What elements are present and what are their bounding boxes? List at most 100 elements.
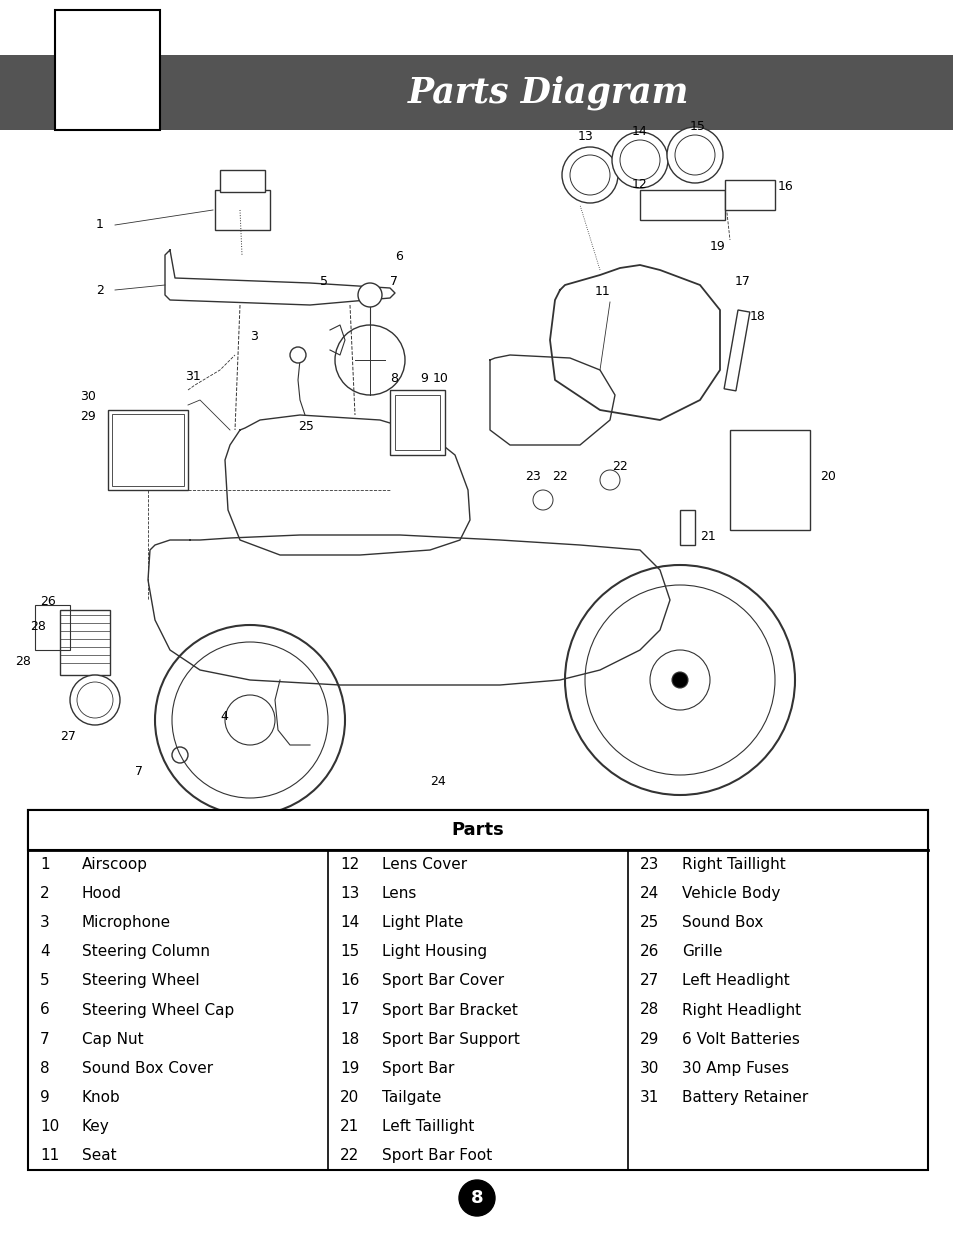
Text: Airscoop: Airscoop [82,857,148,872]
Text: 6 Volt Batteries: 6 Volt Batteries [681,1031,799,1046]
Text: 30: 30 [80,390,95,403]
Text: Tailgate: Tailgate [381,1089,441,1105]
Bar [220,170,265,191]
Bar [108,410,188,490]
Text: 19: 19 [339,1061,359,1076]
Circle shape [70,676,120,725]
Bar [28,810,927,850]
Text: 6: 6 [40,1003,50,1018]
Text: 28: 28 [15,655,30,668]
Text: 2: 2 [40,887,50,902]
Text: 8: 8 [470,1189,483,1207]
Text: 21: 21 [339,1119,359,1134]
Bar [214,190,270,230]
Circle shape [357,283,381,308]
Text: 7: 7 [390,275,397,288]
Text: 14: 14 [631,125,647,138]
Text: Hood: Hood [82,887,122,902]
Bar [35,605,70,650]
Text: 15: 15 [689,120,705,133]
Bar [639,190,724,220]
Text: 3: 3 [250,330,257,343]
Text: 9: 9 [40,1089,50,1105]
Text: Sport Bar Cover: Sport Bar Cover [381,973,503,988]
Text: Grille: Grille [681,945,721,960]
Text: 15: 15 [339,945,359,960]
Text: 6: 6 [395,249,402,263]
Text: 29: 29 [80,410,95,424]
Text: Lens: Lens [381,887,416,902]
Bar [390,390,444,454]
Bar [60,610,110,676]
Text: 8: 8 [40,1061,50,1076]
Bar [395,395,439,450]
Text: 26: 26 [639,945,659,960]
Bar [679,510,695,545]
Text: Light Housing: Light Housing [381,945,487,960]
Text: 11: 11 [595,285,610,298]
Text: 24: 24 [430,776,445,788]
Text: 10: 10 [40,1119,59,1134]
Circle shape [458,1179,495,1216]
Text: 17: 17 [734,275,750,288]
Text: 30 Amp Fuses: 30 Amp Fuses [681,1061,788,1076]
Text: 13: 13 [339,887,359,902]
Text: 21: 21 [700,530,715,543]
Text: 19: 19 [709,240,725,253]
Text: 9: 9 [419,372,428,385]
Text: 28: 28 [639,1003,659,1018]
Text: 8: 8 [390,372,397,385]
Circle shape [172,747,188,763]
Bar [724,180,774,210]
Circle shape [561,147,618,203]
Text: Sport Bar Support: Sport Bar Support [381,1031,519,1046]
Text: Sound Box: Sound Box [681,915,762,930]
Text: 10: 10 [433,372,449,385]
Text: Knob: Knob [82,1089,121,1105]
Circle shape [290,347,306,363]
Text: 25: 25 [297,420,314,433]
Text: Steering Wheel Cap: Steering Wheel Cap [82,1003,234,1018]
Circle shape [666,127,722,183]
Text: Steering Wheel: Steering Wheel [82,973,199,988]
Text: 31: 31 [185,370,200,383]
Text: Vehicle Body: Vehicle Body [681,887,780,902]
Text: Steering Column: Steering Column [82,945,210,960]
Text: 31: 31 [639,1089,659,1105]
Text: 14: 14 [339,915,359,930]
Text: 4: 4 [40,945,50,960]
Text: 22: 22 [612,459,627,473]
Text: 13: 13 [578,130,593,143]
Text: 12: 12 [631,178,647,191]
Bar [0,56,953,130]
Text: 23: 23 [524,471,540,483]
Text: 22: 22 [552,471,567,483]
Text: 27: 27 [639,973,659,988]
Text: 20: 20 [339,1089,359,1105]
Circle shape [671,672,687,688]
Text: Microphone: Microphone [82,915,171,930]
Text: 20: 20 [820,471,835,483]
Circle shape [612,132,667,188]
Text: 24: 24 [639,887,659,902]
Text: 3: 3 [40,915,50,930]
Bar [55,10,160,130]
Text: Parts Diagram: Parts Diagram [408,75,688,110]
Text: 18: 18 [339,1031,359,1046]
Text: Sport Bar: Sport Bar [381,1061,454,1076]
Text: Sport Bar Bracket: Sport Bar Bracket [381,1003,517,1018]
Text: 26: 26 [40,595,55,608]
Circle shape [533,490,553,510]
Text: Lens Cover: Lens Cover [381,857,467,872]
Text: Light Plate: Light Plate [381,915,463,930]
Text: 11: 11 [40,1149,59,1163]
Text: Sound Box Cover: Sound Box Cover [82,1061,213,1076]
Text: 22: 22 [339,1149,359,1163]
Text: 25: 25 [639,915,659,930]
Text: 28: 28 [30,620,46,634]
Circle shape [599,471,619,490]
Text: Battery Retainer: Battery Retainer [681,1089,807,1105]
Text: 2: 2 [96,284,104,296]
Text: 16: 16 [339,973,359,988]
Bar [112,414,184,487]
